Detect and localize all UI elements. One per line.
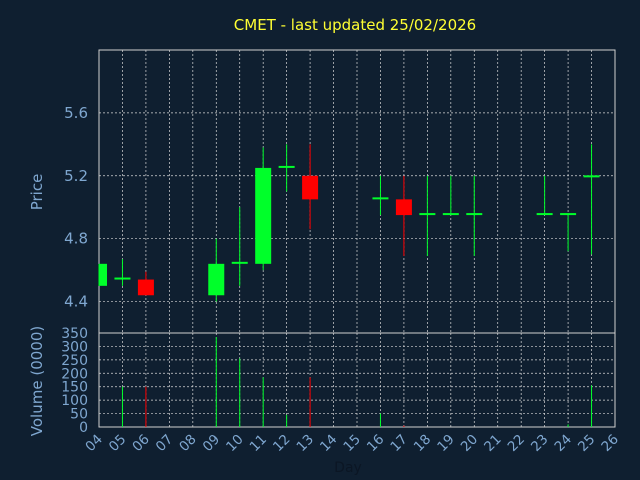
price-tick-label: 4.8 <box>64 230 88 248</box>
volume-plot-frame <box>98 332 616 428</box>
x-tick-label: 26 <box>598 431 621 454</box>
candle <box>466 175 483 256</box>
price-tick-label: 4.4 <box>64 293 88 311</box>
volume-gridlines <box>99 333 615 427</box>
candle <box>98 263 107 286</box>
x-tick-label: 10 <box>223 431 246 454</box>
candle-body <box>208 263 225 296</box>
x-tick-label: 15 <box>340 431 363 454</box>
price-tick-label: 5.6 <box>64 104 88 122</box>
x-tick-label: 11 <box>247 431 270 454</box>
candle <box>442 175 459 216</box>
price-panel: 4.4 4.8 5.2 5.6 Price <box>28 49 616 334</box>
candle <box>208 238 225 302</box>
candle-body <box>395 199 412 216</box>
x-tick-label: 25 <box>575 431 598 454</box>
candle <box>278 144 295 192</box>
candle <box>372 175 389 216</box>
x-tick-label: 09 <box>200 431 223 454</box>
x-tick-label: 17 <box>387 431 410 454</box>
candle-body <box>231 261 248 264</box>
volume-tick-label: 300 <box>61 339 88 355</box>
x-tick-label: 08 <box>176 431 199 454</box>
candle <box>255 147 272 271</box>
x-tick-label: 18 <box>411 431 434 454</box>
x-tick-label: 16 <box>364 431 387 454</box>
candle-body <box>583 175 600 178</box>
x-tick-label: 14 <box>317 431 340 454</box>
x-tick-label: 23 <box>528 431 551 454</box>
candle <box>302 144 319 230</box>
candle-body <box>372 197 389 200</box>
candle-body <box>466 213 483 216</box>
volume-tick-label: 150 <box>61 380 88 396</box>
x-tick-label: 05 <box>106 431 129 454</box>
candle-body <box>419 213 436 216</box>
candle-body <box>560 213 577 216</box>
x-tick-label: 20 <box>458 431 481 454</box>
candle <box>560 213 577 252</box>
candle <box>231 207 248 286</box>
x-tick-label: 21 <box>481 431 504 454</box>
candlestick-series <box>98 144 600 302</box>
chart-title: CMET - last updated 25/02/2026 <box>234 16 476 34</box>
volume-tick-label: 50 <box>70 407 88 423</box>
volume-bar-series <box>121 337 593 427</box>
x-axis-day-ticks: 04 05 06 07 08 09 10 11 12 13 14 15 16 17 18 19 20 21 22 23… <box>82 431 621 454</box>
candle <box>395 175 412 256</box>
candle-body <box>137 279 154 296</box>
candle-body <box>302 175 319 200</box>
price-y-axis-ticks: 4.4 4.8 5.2 5.6 <box>64 104 88 311</box>
candle <box>536 175 553 216</box>
price-axis-label: Price <box>28 174 46 211</box>
candle-body <box>255 167 272 264</box>
x-tick-label: 19 <box>434 431 457 454</box>
candle <box>137 271 154 296</box>
price-gridlines <box>99 50 615 333</box>
candle <box>583 144 600 255</box>
volume-tick-label: 350 <box>61 326 88 342</box>
x-tick-label: 07 <box>153 431 176 454</box>
x-tick-label: 24 <box>552 431 575 454</box>
candle-body <box>99 263 107 286</box>
candle <box>114 259 131 286</box>
candle <box>419 175 436 256</box>
candle-body <box>114 277 131 280</box>
x-axis-label: Day <box>334 460 362 476</box>
candle-body <box>536 213 553 216</box>
price-tick-label: 5.2 <box>64 167 88 185</box>
volume-tick-label: 200 <box>61 366 88 382</box>
x-tick-label: 12 <box>270 431 293 454</box>
candle-body <box>278 165 295 168</box>
candle-body <box>442 213 459 216</box>
volume-tick-label: 0 <box>79 420 88 436</box>
x-tick-label: 22 <box>505 431 528 454</box>
volume-tick-label: 250 <box>61 353 88 369</box>
x-tick-label: 06 <box>129 431 152 454</box>
volume-tick-label: 100 <box>61 393 88 409</box>
volume-axis-label: Volume (0000) <box>28 326 46 436</box>
x-tick-label: 13 <box>294 431 317 454</box>
